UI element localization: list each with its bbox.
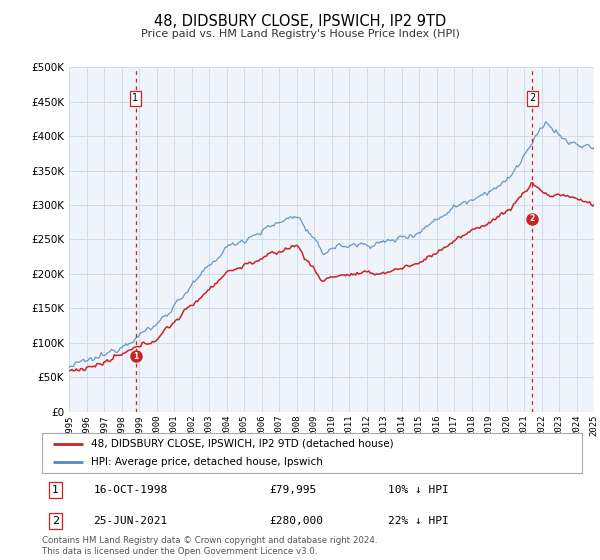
Text: 1: 1 [133, 352, 138, 361]
Text: £280,000: £280,000 [269, 516, 323, 526]
Text: 25-JUN-2021: 25-JUN-2021 [94, 516, 167, 526]
Text: 48, DIDSBURY CLOSE, IPSWICH, IP2 9TD: 48, DIDSBURY CLOSE, IPSWICH, IP2 9TD [154, 14, 446, 29]
Text: 2: 2 [52, 516, 59, 526]
Text: 2: 2 [530, 214, 535, 223]
Text: Price paid vs. HM Land Registry's House Price Index (HPI): Price paid vs. HM Land Registry's House … [140, 29, 460, 39]
Text: HPI: Average price, detached house, Ipswich: HPI: Average price, detached house, Ipsw… [91, 458, 322, 467]
Text: 22% ↓ HPI: 22% ↓ HPI [388, 516, 448, 526]
Text: 2: 2 [529, 93, 536, 103]
Text: 16-OCT-1998: 16-OCT-1998 [94, 485, 167, 495]
Text: £79,995: £79,995 [269, 485, 316, 495]
Text: 10% ↓ HPI: 10% ↓ HPI [388, 485, 448, 495]
Text: 1: 1 [133, 93, 139, 103]
Text: Contains HM Land Registry data © Crown copyright and database right 2024.
This d: Contains HM Land Registry data © Crown c… [42, 536, 377, 556]
Text: 48, DIDSBURY CLOSE, IPSWICH, IP2 9TD (detached house): 48, DIDSBURY CLOSE, IPSWICH, IP2 9TD (de… [91, 439, 393, 449]
Text: 1: 1 [52, 485, 59, 495]
